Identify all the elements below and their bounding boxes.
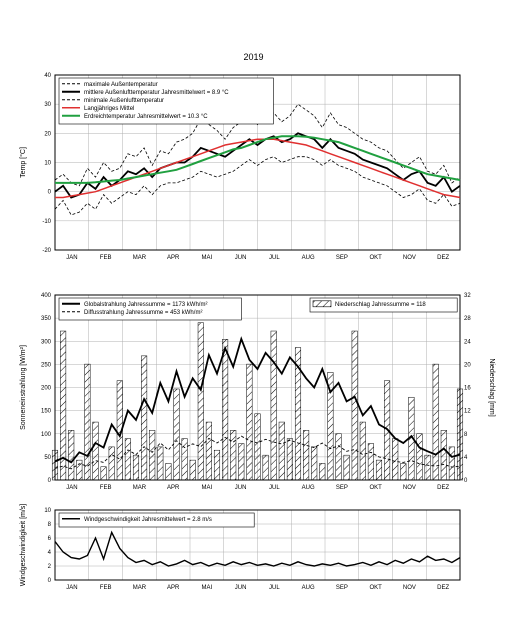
svg-text:OKT: OKT (369, 255, 382, 261)
svg-text:Diffusstrahlung Jahress: Diffusstrahlung Jahressumme = 453 kWh/m² (84, 310, 202, 316)
svg-text:-20: -20 (42, 248, 51, 254)
svg-text:6: 6 (48, 536, 52, 542)
svg-text:JUL: JUL (269, 255, 280, 261)
svg-text:AUG: AUG (302, 255, 315, 261)
svg-text:NOV: NOV (403, 255, 416, 261)
svg-text:maximale Außentemperatur: maximale Außentemperatur (84, 82, 158, 88)
svg-text:APR: APR (167, 485, 180, 491)
svg-text:150: 150 (41, 409, 52, 415)
svg-text:4: 4 (464, 455, 468, 461)
svg-text:SEP: SEP (336, 255, 348, 261)
svg-text:40: 40 (44, 73, 51, 79)
chart-canvas: 2019-20-10010203040JANFEBMARAPRMAIJUNJUL… (0, 0, 507, 640)
svg-text:minimale Außenlufttemperatur: minimale Außenlufttemperatur (84, 98, 164, 104)
svg-text:8: 8 (48, 522, 52, 528)
svg-text:OKT: OKT (369, 485, 382, 491)
svg-text:JAN: JAN (66, 585, 77, 591)
svg-text:8: 8 (464, 432, 468, 438)
svg-text:0: 0 (48, 190, 52, 196)
svg-text:SEP: SEP (336, 485, 348, 491)
svg-text:AUG: AUG (302, 585, 315, 591)
svg-text:Erdreichtemperatur Jah: Erdreichtemperatur Jahresmittelwert = 10… (84, 114, 208, 120)
svg-text:-10: -10 (42, 219, 51, 225)
svg-text:mittlere Außenlufttemperatur: mittlere Außenlufttemperatur Jahresmitte… (84, 90, 229, 96)
svg-text:20: 20 (464, 362, 471, 368)
svg-text:MAR: MAR (133, 485, 147, 491)
svg-text:DEZ: DEZ (437, 485, 449, 491)
svg-text:JAN: JAN (66, 485, 77, 491)
svg-text:100: 100 (41, 432, 52, 438)
svg-text:DEZ: DEZ (437, 255, 449, 261)
svg-text:JUN: JUN (235, 485, 247, 491)
svg-text:Niederschlag Jahressumme: Niederschlag Jahressumme = 118 (335, 302, 426, 308)
svg-text:Globalstrahlung Jahressu: Globalstrahlung Jahressumme = 1173 kWh/m… (84, 302, 207, 308)
climate-report: 2019-20-10010203040JANFEBMARAPRMAIJUNJUL… (0, 0, 507, 640)
svg-text:FEB: FEB (100, 255, 112, 261)
svg-text:JAN: JAN (66, 255, 77, 261)
svg-text:300: 300 (41, 339, 52, 345)
svg-text:Niederschlag [mm]: Niederschlag [mm] (488, 358, 495, 416)
svg-text:Langjähriges Mittel: Langjähriges Mittel (84, 106, 134, 112)
svg-text:JUL: JUL (269, 585, 280, 591)
svg-text:MAI: MAI (202, 255, 213, 261)
svg-text:OKT: OKT (369, 585, 382, 591)
svg-text:FEB: FEB (100, 485, 112, 491)
svg-text:10: 10 (44, 508, 51, 514)
svg-text:28: 28 (464, 316, 471, 322)
svg-text:24: 24 (464, 339, 471, 345)
svg-text:2: 2 (48, 564, 52, 570)
svg-text:2019: 2019 (243, 52, 263, 62)
svg-text:Sonneneinstrahlung [W/m²]: Sonneneinstrahlung [W/m²] (20, 345, 27, 430)
svg-text:250: 250 (41, 362, 52, 368)
svg-text:0: 0 (48, 578, 52, 584)
svg-text:200: 200 (41, 386, 52, 392)
svg-text:Temp [°C]: Temp [°C] (19, 147, 27, 178)
svg-text:NOV: NOV (403, 485, 416, 491)
svg-text:SEP: SEP (336, 585, 348, 591)
svg-text:16: 16 (464, 386, 471, 392)
svg-text:50: 50 (44, 455, 51, 461)
svg-text:4: 4 (48, 550, 52, 556)
svg-text:0: 0 (48, 478, 52, 484)
svg-text:Windgeschwindigkeit [m/s]: Windgeschwindigkeit [m/s] (20, 504, 27, 587)
svg-text:NOV: NOV (403, 585, 416, 591)
svg-text:350: 350 (41, 316, 52, 322)
svg-text:20: 20 (44, 131, 51, 137)
svg-text:MAR: MAR (133, 255, 147, 261)
svg-text:10: 10 (44, 161, 51, 167)
svg-text:MAI: MAI (202, 585, 213, 591)
svg-text:0: 0 (464, 478, 468, 484)
svg-text:32: 32 (464, 293, 471, 299)
svg-text:12: 12 (464, 409, 471, 415)
svg-text:APR: APR (167, 585, 180, 591)
svg-text:Windgeschwindigkeit Jahre: Windgeschwindigkeit Jahresmittelwert = 2… (84, 517, 212, 523)
svg-text:30: 30 (44, 102, 51, 108)
svg-text:MAR: MAR (133, 585, 147, 591)
svg-text:FEB: FEB (100, 585, 112, 591)
svg-text:JUN: JUN (235, 255, 247, 261)
svg-text:400: 400 (41, 293, 52, 299)
svg-text:MAI: MAI (202, 485, 213, 491)
svg-text:JUL: JUL (269, 485, 280, 491)
svg-text:APR: APR (167, 255, 180, 261)
svg-text:AUG: AUG (302, 485, 315, 491)
svg-text:JUN: JUN (235, 585, 247, 591)
svg-text:DEZ: DEZ (437, 585, 449, 591)
